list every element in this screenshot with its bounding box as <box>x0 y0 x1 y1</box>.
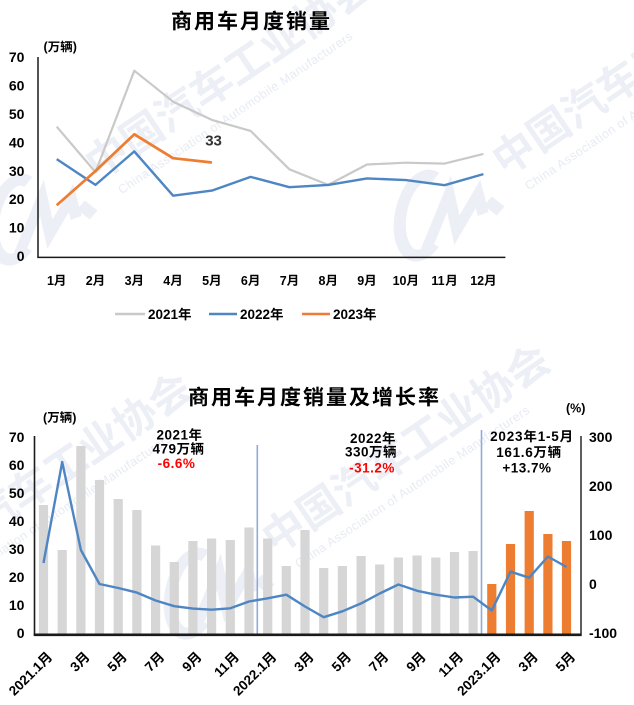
svg-text:(: ( <box>43 411 48 425</box>
svg-text:0: 0 <box>589 576 597 592</box>
svg-text:30: 30 <box>9 163 25 179</box>
svg-text:(%): (%) <box>566 402 585 416</box>
svg-text:2022: 2022 <box>240 307 270 322</box>
svg-text:60: 60 <box>9 457 25 473</box>
svg-text:30: 30 <box>9 541 25 557</box>
svg-text:0: 0 <box>17 625 25 641</box>
svg-text:(: ( <box>44 40 49 54</box>
svg-text:10: 10 <box>393 274 407 288</box>
svg-text:10: 10 <box>9 220 25 236</box>
svg-text:2022: 2022 <box>350 431 382 446</box>
svg-text:3: 3 <box>125 274 132 288</box>
svg-text:40: 40 <box>9 513 25 529</box>
svg-text:20: 20 <box>9 191 25 207</box>
svg-text:2023: 2023 <box>333 307 364 322</box>
svg-text:2: 2 <box>86 274 93 288</box>
svg-text:): ) <box>73 40 77 54</box>
svg-text:330: 330 <box>345 445 369 460</box>
svg-text:7: 7 <box>280 274 287 288</box>
svg-text:70: 70 <box>9 429 25 445</box>
svg-text:8: 8 <box>319 274 326 288</box>
svg-text:6: 6 <box>241 274 248 288</box>
svg-text:479: 479 <box>153 442 177 457</box>
svg-text:12: 12 <box>470 274 484 288</box>
svg-text:-100: -100 <box>589 625 617 641</box>
svg-text:40: 40 <box>9 134 25 150</box>
svg-text:+13.7%: +13.7% <box>502 460 551 475</box>
svg-text:-31.2%: -31.2% <box>349 460 395 475</box>
svg-text:9: 9 <box>357 274 364 288</box>
svg-text:200: 200 <box>589 478 613 494</box>
svg-text:4: 4 <box>163 274 170 288</box>
svg-text:20: 20 <box>9 569 25 585</box>
svg-text:70: 70 <box>9 49 25 65</box>
svg-text:1: 1 <box>47 274 54 288</box>
svg-text:5: 5 <box>202 274 209 288</box>
svg-text:33: 33 <box>205 133 222 150</box>
svg-text:50: 50 <box>9 485 25 501</box>
svg-text:10: 10 <box>9 597 25 613</box>
svg-text:161.6: 161.6 <box>496 445 533 460</box>
svg-text:2021: 2021 <box>157 428 189 443</box>
svg-text:2023: 2023 <box>490 429 523 444</box>
svg-text:): ) <box>72 411 76 425</box>
svg-text:1-5: 1-5 <box>538 429 560 444</box>
svg-text:60: 60 <box>9 78 25 94</box>
svg-text:11: 11 <box>431 274 444 288</box>
svg-text:50: 50 <box>9 106 25 122</box>
svg-text:2021: 2021 <box>148 307 179 322</box>
svg-text:300: 300 <box>589 429 613 445</box>
svg-text:-6.6%: -6.6% <box>158 456 196 471</box>
svg-text:100: 100 <box>589 527 613 543</box>
svg-text:0: 0 <box>17 248 25 264</box>
